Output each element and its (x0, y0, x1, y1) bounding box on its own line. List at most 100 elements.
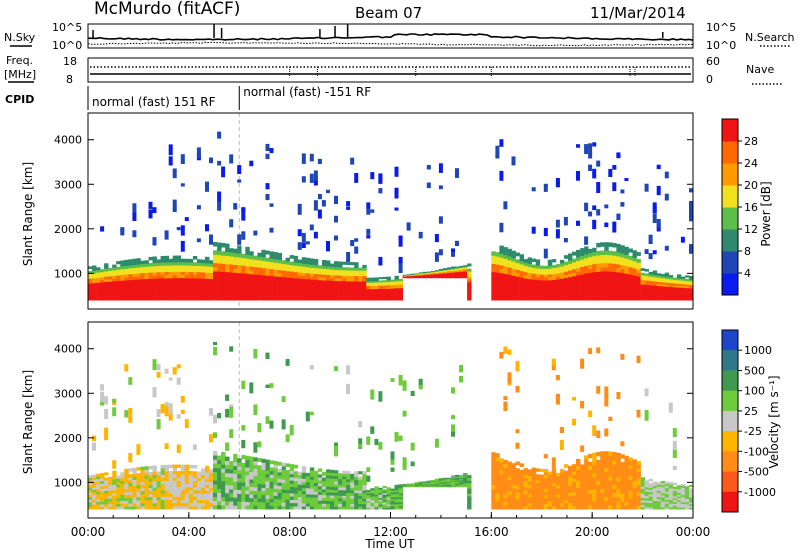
heatmap-cell (499, 249, 504, 254)
heatmap-cell (620, 462, 625, 467)
heatmap-cell (608, 467, 613, 473)
heatmap-cell (507, 461, 512, 466)
heatmap-scatter (426, 182, 431, 189)
heatmap-cell (136, 497, 141, 501)
heatmap-cell (467, 287, 472, 290)
heatmap-cell (358, 506, 363, 510)
heatmap-cell (563, 271, 569, 275)
heatmap-cell (467, 493, 472, 497)
heatmap-cell (321, 291, 327, 295)
heatmap-cell (132, 267, 137, 271)
heatmap-cell (491, 468, 496, 473)
heatmap-cell (317, 480, 323, 484)
heatmap-cell (378, 497, 383, 500)
heatmap-cell (164, 284, 169, 288)
heatmap-cell (689, 277, 694, 280)
heatmap-cell (221, 472, 226, 477)
heatmap-cell (289, 502, 295, 507)
heatmap-cell (269, 275, 274, 280)
heatmap-cell (410, 273, 416, 275)
heatmap-cell (205, 266, 210, 270)
heatmap-cell (680, 278, 686, 281)
heatmap-cell (237, 272, 242, 278)
heatmap-cell (507, 274, 512, 279)
heatmap-cell (148, 465, 153, 470)
heatmap-cell (515, 259, 520, 264)
heatmap-cell (414, 276, 420, 278)
heatmap-cell (491, 496, 496, 502)
heatmap-cell (346, 286, 351, 290)
heatmap-cell (92, 287, 97, 291)
heatmap-cell (164, 265, 169, 269)
heatmap-cell (422, 272, 428, 273)
heatmap-cell (676, 294, 682, 297)
heatmap-cell (398, 500, 403, 503)
heatmap-cell (132, 491, 137, 495)
heatmap-cell (442, 270, 448, 272)
heatmap-cell (531, 494, 537, 498)
heatmap-cell (217, 275, 222, 280)
heatmap-cell (253, 479, 258, 484)
heatmap-cell (88, 271, 93, 274)
heatmap-cell (128, 477, 133, 481)
heatmap-cell (309, 467, 315, 471)
heatmap-cell (584, 455, 589, 460)
heatmap-cell (205, 263, 210, 267)
heatmap-scatter (451, 387, 455, 394)
heatmap-cell (229, 461, 234, 466)
heatmap-cell (676, 507, 682, 510)
heatmap-cell (588, 501, 593, 506)
heatmap-cell (499, 501, 504, 506)
heatmap-cell (684, 489, 690, 492)
heatmap-cell (350, 291, 355, 295)
heatmap-cell (100, 496, 105, 500)
heatmap-cell (330, 489, 335, 493)
heatmap-cell (463, 273, 468, 275)
heatmap-cell (342, 278, 347, 282)
heatmap-cell (507, 487, 512, 492)
heatmap-cell (689, 497, 694, 500)
heatmap-cell (188, 281, 194, 285)
heatmap-cell (584, 482, 589, 487)
heatmap-cell (523, 281, 528, 285)
heatmap-cell (366, 493, 371, 496)
heatmap-cell (104, 472, 109, 476)
heatmap-cell (442, 485, 448, 487)
heatmap-scatter (358, 443, 363, 448)
heatmap-cell (689, 298, 694, 301)
heatmap-cell (535, 279, 541, 283)
heatmap-cell (584, 292, 589, 297)
heatmap-cell (205, 499, 210, 504)
heatmap-cell (676, 499, 682, 503)
heatmap-scatter (636, 409, 641, 418)
heatmap-cell (640, 275, 645, 278)
heatmap-cell (539, 486, 545, 490)
heatmap-cell (592, 275, 597, 281)
heatmap-cell (253, 255, 258, 260)
heatmap-cell (326, 497, 331, 501)
heatmap-scatter (438, 185, 443, 190)
heatmap-scatter (555, 178, 560, 188)
heatmap-cell (213, 484, 218, 489)
heatmap-cell (136, 282, 141, 286)
heatmap-cell (148, 284, 153, 289)
heatmap-cell (362, 471, 367, 475)
heatmap-cell (624, 281, 629, 286)
heatmap-cell (229, 292, 234, 297)
heatmap-cell (358, 498, 363, 502)
heatmap-cell (273, 255, 278, 260)
heatmap-cell (426, 482, 432, 484)
heatmap-cell (305, 491, 311, 495)
heatmap-cell (366, 491, 371, 494)
heatmap-cell (426, 274, 432, 275)
heatmap-cell (523, 468, 528, 472)
heatmap-cell (330, 269, 335, 273)
heatmap-cell (684, 500, 690, 503)
heatmap-cell (547, 265, 553, 269)
heatmap-cell (604, 250, 609, 255)
heatmap-cell (213, 262, 218, 268)
heatmap-cell (330, 472, 335, 476)
heatmap-cell (499, 497, 504, 502)
heatmap-cell (305, 500, 311, 504)
heatmap-cell (596, 464, 601, 469)
